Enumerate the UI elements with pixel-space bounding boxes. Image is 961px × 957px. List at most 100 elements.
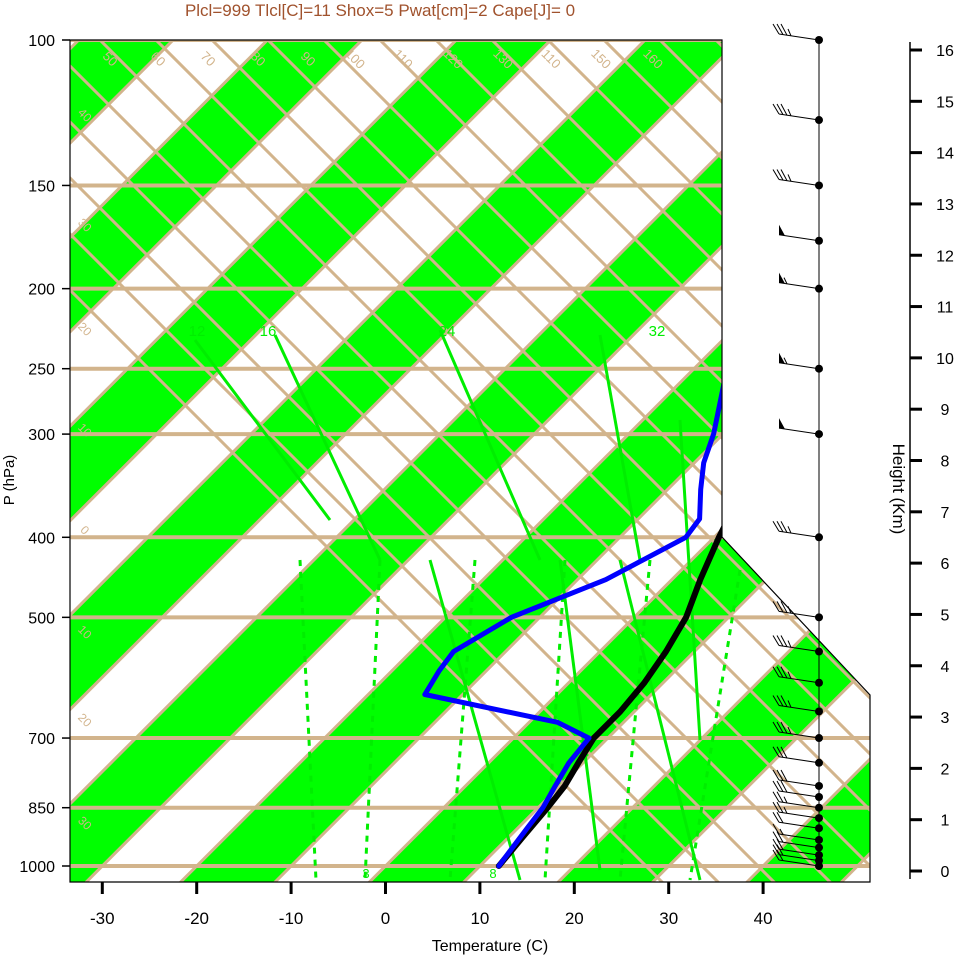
wind-barb-half-feather (787, 700, 792, 708)
isotherm (444, 40, 870, 882)
wind-barb-shaft (778, 282, 820, 290)
wind-barb-feather (776, 791, 784, 803)
mixing-ratio-label: 16 (260, 323, 277, 340)
pressure-tick-label: 1000 (19, 859, 55, 876)
height-tick-label: 10 (936, 351, 954, 368)
wind-barb-shaft (778, 854, 820, 862)
height-tick-label: 8 (941, 454, 950, 471)
mixing-ratio-lines (193, 329, 742, 881)
wind-barb-feather (780, 780, 788, 793)
wind-barb-feather (776, 769, 784, 781)
pressure-tick-label: 300 (28, 427, 55, 444)
pressure-tick-label: 100 (28, 33, 55, 50)
height-tick-label: 5 (941, 607, 950, 624)
isotherm-bands (70, 40, 870, 882)
mixing-ratio-line (448, 559, 477, 881)
wind-barb-feather (772, 169, 780, 180)
wind-barb-half-feather (783, 277, 788, 285)
wind-barb-shaft (778, 731, 820, 739)
wind-barb-pennant (779, 352, 785, 364)
temperature-tick-label: -10 (279, 909, 304, 928)
height-tick-label: 3 (941, 710, 950, 727)
dry-adiabat (450, 40, 870, 882)
isotherm-label: 30 (725, 124, 750, 149)
pressure-tick-label: 150 (28, 178, 55, 195)
wind-barb-feather (780, 23, 788, 36)
wind-barb-feather (776, 23, 784, 35)
wind-barb-shaft (778, 178, 820, 186)
mixing-ratio-line (678, 419, 702, 741)
isotherm (0, 2, 22, 900)
wind-barb-feather (780, 635, 788, 647)
isotherm (539, 40, 870, 882)
dry-adiabat (226, 40, 870, 882)
height-tick-label: 1 (941, 813, 950, 830)
wind-barb-half-feather (779, 828, 784, 835)
wind-barb-shaft (778, 833, 820, 841)
wind-barb-feather (776, 801, 784, 813)
dry-adiabat (70, 40, 850, 882)
wind-barb-feather (780, 746, 788, 759)
mixing-ratio-line (298, 559, 318, 881)
wind-barb-shaft (778, 811, 820, 819)
wind-barb-feather (776, 844, 784, 856)
wind-barb-shaft (778, 841, 820, 849)
wind-barb-shaft (778, 530, 820, 538)
wind-barb-feather (776, 721, 784, 733)
wind-barb-half-feather (783, 796, 788, 804)
height-tick-label: 4 (941, 659, 950, 676)
wind-barb-feather (776, 831, 784, 843)
wind-barb-feather (776, 780, 784, 792)
isotherm-label: 0 (724, 460, 742, 478)
mixing-ratio-line (618, 559, 702, 881)
plot-border (69, 39, 871, 883)
x-axis-label: Temperature (C) (432, 938, 548, 955)
isotherm-label: 10 (745, 539, 770, 564)
y-axis-label: P (hPa) (1, 455, 18, 506)
wind-barb-feather (772, 838, 780, 850)
wind-barb-half-feather (783, 806, 788, 814)
isotherm (633, 40, 870, 882)
dry-adiabat (506, 40, 870, 882)
wind-barb-half-feather (787, 671, 792, 679)
pressure-tick-label: 700 (28, 731, 55, 748)
height-tick-label: 2 (941, 761, 950, 778)
temperature-tick-label: 40 (754, 909, 773, 928)
pressure-tick-label: 400 (28, 530, 55, 547)
height-tick-label: 7 (941, 505, 950, 522)
wind-barb-feather (776, 521, 784, 533)
wind-barb-feather (772, 831, 780, 842)
wind-barb-feather (780, 721, 788, 734)
wind-barb-feather (772, 746, 780, 758)
wind-barb-feather (772, 103, 780, 115)
wind-barb-feather (772, 823, 780, 835)
wind-barb-half-feather (787, 640, 792, 648)
wind-barb-feather (780, 601, 788, 613)
height-tick-label: 12 (936, 248, 954, 265)
height-tick-label: 11 (937, 300, 954, 317)
wind-barb-shaft (778, 756, 820, 764)
dry-adiabat (70, 40, 870, 882)
mixing-ratio-line (428, 559, 522, 881)
dry-adiabat (900, 0, 961, 900)
wind-barb-shaft (778, 234, 820, 242)
dry-adiabat (70, 40, 682, 882)
temperature-profile (495, 40, 870, 869)
wind-barb-feather (780, 169, 788, 181)
isotherm-band (70, 40, 589, 882)
wind-barb-half-feather (787, 108, 792, 117)
wind-barb-feather (776, 601, 784, 613)
wind-barb-shaft (778, 113, 820, 121)
wind-barb-feather (772, 769, 780, 781)
wind-barb-shaft (778, 790, 820, 798)
wind-barb-feather (772, 601, 780, 612)
wind-barb-shaft (778, 704, 820, 712)
dry-adiabat (70, 40, 794, 882)
mixing-ratio-line (558, 559, 602, 871)
mixing-ratio-line (598, 334, 642, 561)
isotherm (70, 40, 401, 882)
wind-barb-shaft (778, 33, 820, 41)
mixing-ratio-line (193, 339, 332, 521)
height-tick-label: 0 (941, 864, 950, 881)
wind-barb-feather (780, 521, 788, 533)
